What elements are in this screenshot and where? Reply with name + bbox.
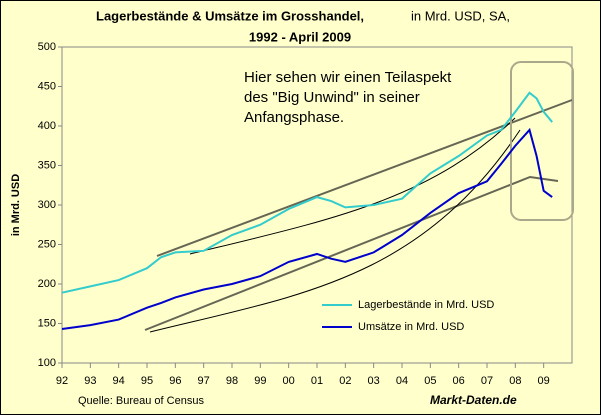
legend-label: Lagerbestände in Mrd. USD (358, 299, 494, 311)
x-tick-label: 93 (84, 375, 96, 387)
x-tick-label: 06 (453, 375, 465, 387)
x-tick-label: 04 (396, 375, 408, 387)
x-tick-label: 00 (283, 375, 295, 387)
x-tick-label: 96 (169, 375, 181, 387)
y-tick-label: 500 (38, 41, 56, 53)
x-tick-label: 94 (113, 375, 125, 387)
x-tick-label: 09 (538, 375, 550, 387)
y-tick-label: 200 (38, 278, 56, 290)
y-tick-label: 300 (38, 199, 56, 211)
x-tick-label: 95 (141, 375, 153, 387)
y-tick-label: 150 (38, 317, 56, 329)
annotation-line: Anfangsphase. (244, 109, 344, 126)
chart-subtitle: in Mrd. USD, SA, (411, 8, 510, 23)
series-line (61, 91, 553, 294)
x-tick-label: 02 (339, 375, 351, 387)
trend-line (144, 175, 559, 331)
plot-area (61, 46, 573, 364)
annotation-line: Hier sehen wir einen Teilaspekt (244, 69, 452, 86)
x-tick-label: 05 (424, 375, 436, 387)
brand: Markt-Daten.de (430, 393, 517, 407)
chart-title-line2: 1992 - April 2009 (249, 29, 351, 44)
y-tick-label: 400 (38, 120, 56, 132)
y-tick-label: 100 (38, 357, 56, 369)
x-tick-label: 97 (198, 375, 210, 387)
trend-curve (189, 117, 516, 255)
annotation-line: des "Big Unwind" in seiner (244, 89, 420, 106)
x-tick-label: 07 (481, 375, 493, 387)
x-tick-label: 08 (509, 375, 521, 387)
x-tick-label: 99 (254, 375, 266, 387)
x-tick-label: 01 (311, 375, 323, 387)
y-tick-label: 350 (38, 159, 56, 171)
series-line (61, 127, 553, 331)
x-tick-label: 03 (368, 375, 380, 387)
y-tick-label: 250 (38, 238, 56, 250)
trend-line (156, 99, 573, 257)
y-axis-label: in Mrd. USD (10, 174, 22, 236)
x-tick-label: 98 (226, 375, 238, 387)
x-tick-label: 92 (56, 375, 68, 387)
chart-title: Lagerbestände & Umsätze im Grosshandel, (96, 8, 364, 23)
legend-label: Umsätze in Mrd. USD (358, 321, 464, 333)
y-tick-label: 450 (38, 80, 56, 92)
source: Quelle: Bureau of Census (78, 395, 204, 407)
highlight-box (510, 61, 574, 221)
